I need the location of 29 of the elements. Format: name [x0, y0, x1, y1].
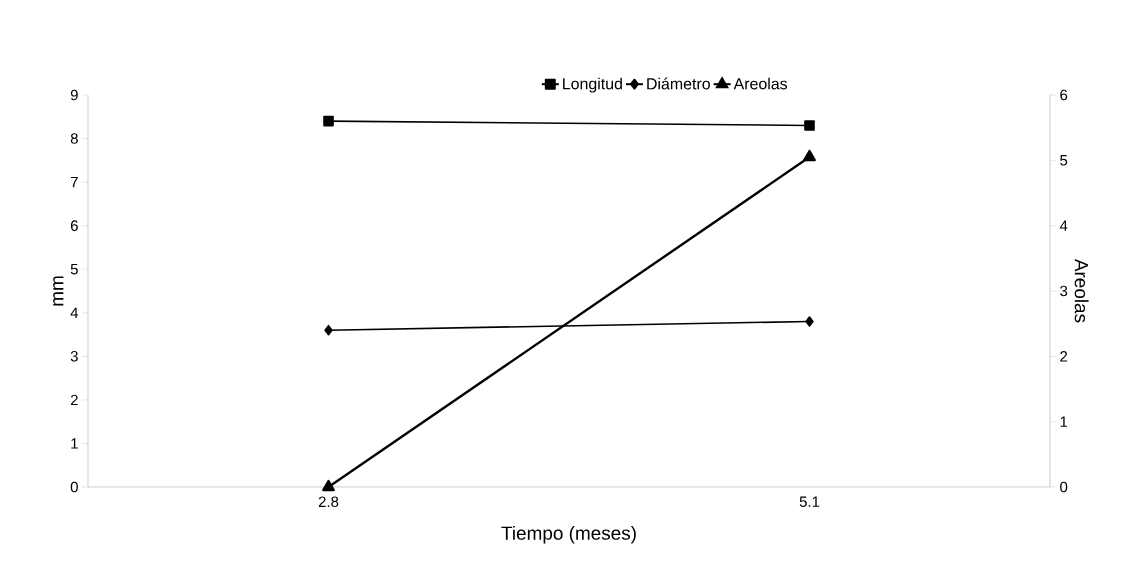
- y2-tick-label: 6: [1060, 89, 1068, 101]
- x-tick-label: 5.1: [799, 496, 820, 507]
- y-tick-label: 6: [70, 220, 78, 231]
- y-tick-label: 5: [70, 264, 78, 275]
- y2-tick-label: 3: [1060, 285, 1068, 297]
- y2-tick-label: 1: [1060, 416, 1068, 427]
- point: [323, 115, 334, 127]
- y-axis-title: mm: [53, 276, 64, 306]
- x-axis-title: Tiempo (meses): [501, 525, 636, 544]
- y-tick-label: 0: [70, 481, 78, 493]
- y-tick-label: 9: [70, 89, 78, 101]
- y2-tick-label: 5: [1060, 155, 1068, 166]
- y2-axis-title: Areolas: [1074, 258, 1089, 323]
- y2-tick-label: 2: [1060, 351, 1068, 362]
- y-tick-label: 3: [70, 351, 78, 362]
- point: [324, 324, 333, 336]
- y-tick-label: 1: [71, 438, 78, 449]
- x-tick-label: 2.8: [318, 496, 339, 508]
- point: [804, 120, 815, 131]
- y-tick-label: 8: [70, 133, 78, 144]
- point: [805, 316, 814, 327]
- legend-label: Longitud: [563, 77, 622, 93]
- y2-tick-label: 4: [1059, 220, 1068, 231]
- legend-label: Areolas: [733, 77, 788, 90]
- y-tick-label: 4: [70, 307, 79, 318]
- y-tick-label: 7: [70, 176, 78, 188]
- y2-tick-label: 0: [1060, 481, 1068, 493]
- legend-label: Diámetro: [647, 77, 710, 90]
- y-tick-label: 2: [70, 394, 78, 406]
